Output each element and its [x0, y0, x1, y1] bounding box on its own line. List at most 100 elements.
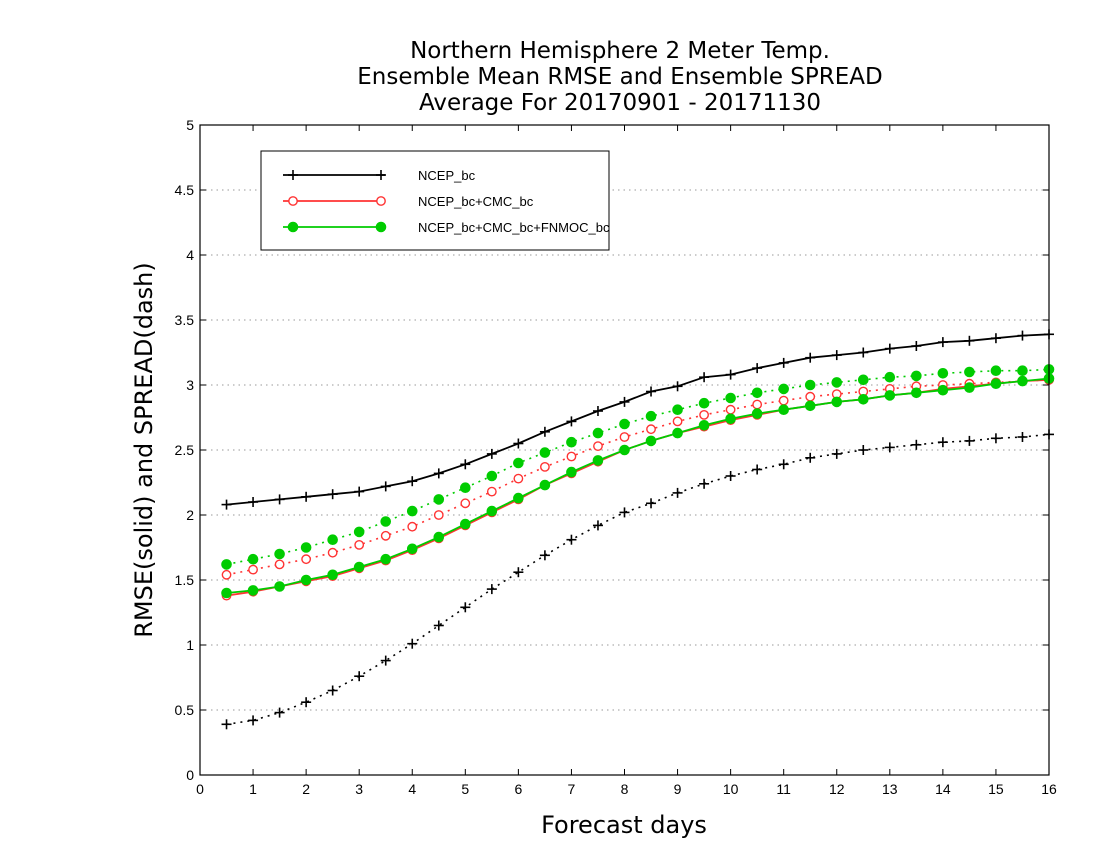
x-tick-label: 3: [355, 781, 363, 797]
ncep-bc-cmc-bc-fnmoc-bc-spread-point: [513, 457, 524, 469]
x-tick-label: 14: [935, 781, 951, 797]
ncep-bc-cmc-bc-fnmoc-bc-spread-point: [433, 494, 445, 505]
ncep-bc-rmse-point: [672, 381, 683, 392]
series-ncep-bc: [221, 329, 1054, 730]
legend-marker-ncep-bc-cmc-bc: [288, 196, 298, 206]
ncep-bc-cmc-bc-spread-point: [486, 486, 497, 497]
ncep-bc-cmc-bc-spread-line: [226, 379, 1050, 576]
ncep-bc-rmse-point: [380, 481, 391, 492]
ncep-bc-cmc-bc-fnmoc-bc-rmse-point: [698, 420, 710, 431]
ncep-bc-spread-point: [407, 638, 418, 649]
ncep-bc-cmc-bc-spread-point: [672, 416, 683, 427]
ncep-bc-cmc-bc-fnmoc-bc-spread-point: [857, 374, 869, 386]
ncep-bc-cmc-bc-fnmoc-bc-rmse-point: [566, 466, 577, 478]
ncep-bc-spread-point: [805, 452, 816, 463]
ncep-bc-cmc-bc-spread-point: [433, 510, 444, 520]
chart-date-range: Average For 20170901 - 20171130: [419, 90, 821, 116]
ncep-bc-spread-point: [778, 459, 789, 470]
ncep-bc-cmc-bc-fnmoc-bc-spread-point: [990, 365, 1002, 377]
ncep-bc-cmc-bc-spread-point: [460, 498, 471, 509]
ncep-bc-cmc-bc-fnmoc-bc-rmse-point: [592, 455, 604, 466]
ncep-bc-cmc-bc-fnmoc-bc-spread-point: [539, 447, 551, 458]
y-tick-label: 0.5: [175, 702, 195, 718]
ncep-bc-spread-point: [699, 478, 710, 489]
ncep-bc-rmse-line: [226, 333, 1050, 506]
ncep-bc-cmc-bc-fnmoc-bc-spread-point: [725, 392, 736, 404]
ncep-bc-spread-point: [354, 671, 365, 682]
legend-marker-ncep-bc: [288, 170, 298, 180]
ncep-bc-rmse-point: [274, 494, 285, 505]
ncep-bc-cmc-bc-fnmoc-bc-spread-point: [274, 548, 285, 560]
ncep-bc-rmse-point: [990, 333, 1001, 344]
ncep-bc-spread-point: [513, 567, 524, 578]
ncep-bc-cmc-bc-fnmoc-bc-spread-point: [1017, 365, 1028, 377]
ncep-bc-spread-point: [460, 602, 471, 613]
ncep-bc-cmc-bc-fnmoc-bc-rmse-point: [778, 404, 789, 416]
ncep-bc-spread-point: [911, 439, 922, 450]
ncep-bc-cmc-bc-fnmoc-bc-spread-point: [592, 427, 604, 439]
ncep-bc-cmc-bc-spread-point: [354, 540, 365, 550]
series-layer: [221, 329, 1055, 730]
ncep-bc-rmse-point: [354, 486, 365, 497]
axes: 00.511.522.533.544.550 1 2 3 4 5 6 7 8 9 10 11 12 13 1…: [175, 117, 1057, 797]
ncep-bc-cmc-bc-fnmoc-bc-spread-point: [831, 377, 843, 388]
ncep-bc-cmc-bc-fnmoc-bc-spread-point: [937, 368, 949, 379]
ncep-bc-cmc-bc-fnmoc-bc-rmse-point: [804, 400, 816, 412]
x-tick-label: 16: [1041, 781, 1057, 797]
ncep-bc-cmc-bc-spread-point: [699, 409, 709, 420]
ncep-bc-cmc-bc-spread-point: [752, 399, 763, 410]
series-ncep-bc-cmc-bc: [221, 374, 1054, 601]
legend-label-ncep-bc-cmc-bc-fnmoc-bc: NCEP_bc+CMC_bc+FNMOC_bc: [418, 220, 610, 235]
ncep-bc-cmc-bc-fnmoc-bc-spread-point: [380, 516, 392, 527]
legend-marker-ncep-bc-cmc-bc-fnmoc-bc: [375, 221, 387, 233]
x-tick-label: 5: [461, 781, 469, 797]
ncep-bc-cmc-bc-fnmoc-bc-rmse-line: [226, 377, 1050, 594]
ncep-bc-spread-point: [646, 498, 657, 509]
ncep-bc-cmc-bc-fnmoc-bc-rmse-point: [619, 444, 630, 456]
ncep-bc-cmc-bc-spread-point: [274, 559, 285, 570]
y-tick-label: 1.5: [175, 572, 195, 588]
ncep-bc-spread-point: [486, 584, 497, 595]
ncep-bc-cmc-bc-fnmoc-bc-rmse-point: [884, 390, 896, 401]
x-tick-label: 6: [514, 781, 522, 797]
ncep-bc-cmc-bc-spread-point: [646, 424, 656, 435]
ncep-bc-rmse-point: [778, 357, 789, 368]
ncep-bc-spread-point: [1017, 432, 1028, 442]
ncep-bc-rmse-point: [884, 343, 895, 354]
ncep-bc-spread-point: [221, 719, 232, 730]
x-tick-label: 15: [988, 781, 1004, 797]
ncep-bc-spread-point: [539, 550, 550, 561]
y-tick-label: 2.5: [175, 442, 195, 458]
ncep-bc-cmc-bc-fnmoc-bc-rmse-point: [990, 378, 1002, 390]
ncep-bc-spread-point: [327, 685, 338, 696]
ncep-bc-spread-point: [937, 437, 948, 448]
ncep-bc-cmc-bc-fnmoc-bc-rmse-point: [221, 587, 232, 599]
ncep-bc-cmc-bc-spread-point: [725, 404, 736, 415]
ncep-bc-cmc-bc-fnmoc-bc-spread-point: [964, 366, 975, 378]
ncep-bc-rmse-point: [486, 448, 497, 459]
ncep-bc-rmse-point: [539, 426, 550, 437]
ncep-bc-rmse-point: [460, 459, 471, 470]
ncep-bc-rmse-point: [1017, 330, 1028, 341]
ncep-bc-cmc-bc-spread-point: [301, 554, 312, 565]
x-tick-label: 7: [568, 781, 576, 797]
x-tick-label: 11: [776, 781, 791, 797]
ncep-bc-rmse-point: [433, 468, 444, 479]
ncep-bc-cmc-bc-fnmoc-bc-spread-point: [486, 470, 498, 482]
y-tick-label: 1: [186, 637, 194, 653]
x-axis-label: Forecast days: [541, 811, 707, 839]
ncep-bc-cmc-bc-spread-point: [805, 391, 816, 402]
ncep-bc-spread-point: [380, 655, 391, 666]
ncep-bc-cmc-bc-spread-point: [513, 473, 524, 484]
ncep-bc-cmc-bc-fnmoc-bc-spread-point: [327, 534, 338, 546]
x-tick-label: 4: [408, 781, 416, 797]
ncep-bc-cmc-bc-fnmoc-bc-rmse-point: [274, 581, 285, 592]
ncep-bc-cmc-bc-fnmoc-bc-rmse-point: [353, 561, 365, 573]
ncep-bc-cmc-bc-fnmoc-bc-rmse-point: [964, 382, 975, 393]
ncep-bc-cmc-bc-fnmoc-bc-rmse-point: [513, 492, 524, 504]
x-tick-label: 9: [674, 781, 682, 797]
ncep-bc-spread-point: [884, 442, 895, 453]
ncep-bc-cmc-bc-fnmoc-bc-spread-point: [911, 370, 922, 382]
ncep-bc-spread-point: [990, 433, 1001, 444]
ncep-bc-spread-point: [725, 471, 736, 481]
